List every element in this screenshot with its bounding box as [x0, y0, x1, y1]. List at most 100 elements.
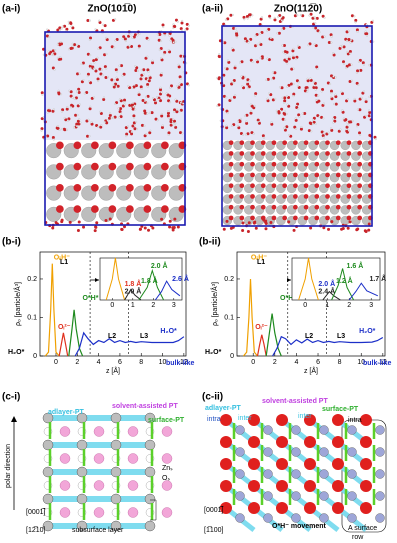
water-hydrogen: [146, 85, 149, 88]
water-hydrogen: [178, 82, 181, 85]
o-atom: [293, 172, 298, 178]
water-hydrogen: [249, 103, 252, 106]
water-oxygen: [306, 79, 310, 83]
panel-label: (c-ii): [202, 392, 223, 403]
water-hydrogen: [65, 128, 68, 131]
inset-x-tick-label: 3: [172, 302, 176, 309]
o-atom: [335, 215, 341, 221]
water-hydrogen: [88, 80, 91, 83]
zn-site: [319, 491, 329, 501]
water-hydrogen: [281, 28, 284, 31]
zn-site: [144, 520, 156, 532]
water-hydrogen: [76, 113, 79, 116]
water-hydrogen: [106, 119, 109, 122]
o-atom: [260, 151, 266, 156]
water-hydrogen: [179, 101, 182, 104]
panel-label: (b-i): [2, 237, 21, 248]
water-oxygen: [301, 14, 305, 18]
o-atom: [325, 151, 330, 156]
water-hydrogen: [71, 96, 74, 99]
water-oxygen: [93, 229, 97, 233]
y-axis-label: ρₒ [particle/Å³]: [210, 282, 219, 326]
o-site: [127, 507, 139, 518]
water-hydrogen: [78, 118, 81, 121]
water-oxygen: [246, 132, 250, 136]
water-oxygen: [217, 54, 221, 58]
series-label: O*H*: [82, 295, 98, 302]
water-hydrogen: [136, 34, 139, 37]
o-atom: [228, 140, 234, 146]
water-hydrogen: [123, 101, 126, 104]
water-hydrogen: [314, 18, 317, 21]
water-oxygen: [122, 35, 126, 39]
panel-label: (b-ii): [199, 237, 221, 248]
o-atom: [282, 140, 288, 146]
water-oxygen: [266, 77, 270, 81]
water-hydrogen: [354, 21, 357, 24]
water-hydrogen: [187, 84, 190, 87]
water-hydrogen: [165, 92, 168, 95]
o-site: [276, 436, 288, 448]
water-oxygen: [154, 117, 158, 121]
diagram-label: inter: [238, 415, 252, 422]
water-hydrogen: [353, 97, 356, 100]
o-atom: [303, 161, 309, 167]
water-oxygen: [125, 132, 129, 136]
water-oxygen: [54, 221, 58, 225]
water-oxygen: [174, 125, 178, 129]
zn-site: [76, 520, 88, 532]
water-hydrogen: [138, 32, 141, 35]
zn-site: [291, 447, 301, 457]
water-hydrogen: [360, 96, 363, 99]
water-oxygen: [315, 65, 319, 69]
zn-site: [235, 425, 245, 435]
water-hydrogen: [73, 126, 76, 129]
water-oxygen: [373, 135, 377, 139]
water-oxygen: [243, 37, 247, 41]
water-oxygen: [139, 85, 143, 89]
water-hydrogen: [330, 41, 333, 44]
o-atom: [250, 151, 255, 156]
water-hydrogen: [46, 28, 49, 31]
water-hydrogen: [140, 69, 143, 72]
o-site: [360, 436, 372, 448]
water-hydrogen: [130, 130, 133, 133]
water-hydrogen: [285, 113, 288, 116]
water-hydrogen: [283, 126, 286, 129]
o-site: [276, 480, 288, 492]
water-hydrogen: [343, 62, 346, 65]
water-oxygen: [334, 102, 338, 106]
water-hydrogen: [281, 96, 284, 99]
o-atom: [314, 161, 320, 167]
water-hydrogen: [357, 84, 360, 87]
water-oxygen: [160, 58, 164, 62]
water-hydrogen: [226, 112, 229, 115]
water-hydrogen: [134, 65, 137, 68]
water-oxygen: [65, 27, 69, 31]
adlayer-bar: [48, 523, 150, 529]
inset-x-tick-label: 0: [110, 302, 114, 309]
water-oxygen: [77, 220, 81, 224]
water-hydrogen: [314, 88, 317, 91]
water-hydrogen: [245, 120, 248, 123]
water-hydrogen: [90, 121, 93, 124]
annotation: H₂O*: [8, 349, 25, 356]
water-oxygen: [86, 18, 90, 22]
water-oxygen: [74, 96, 78, 100]
water-hydrogen: [362, 90, 365, 93]
water-oxygen: [69, 47, 73, 51]
water-hydrogen: [297, 44, 300, 47]
water-oxygen: [356, 69, 360, 73]
water-hydrogen: [89, 63, 92, 66]
water-hydrogen: [235, 30, 238, 33]
inset-frame: [291, 257, 381, 301]
inset-x-tick-label: 2: [151, 302, 155, 309]
water-oxygen: [90, 96, 94, 100]
water-hydrogen: [182, 102, 185, 105]
water-hydrogen: [167, 116, 170, 119]
water-hydrogen: [299, 14, 302, 17]
zn-site: [375, 491, 385, 501]
water-oxygen: [108, 217, 112, 221]
water-oxygen: [253, 44, 257, 48]
water-hydrogen: [245, 133, 248, 136]
